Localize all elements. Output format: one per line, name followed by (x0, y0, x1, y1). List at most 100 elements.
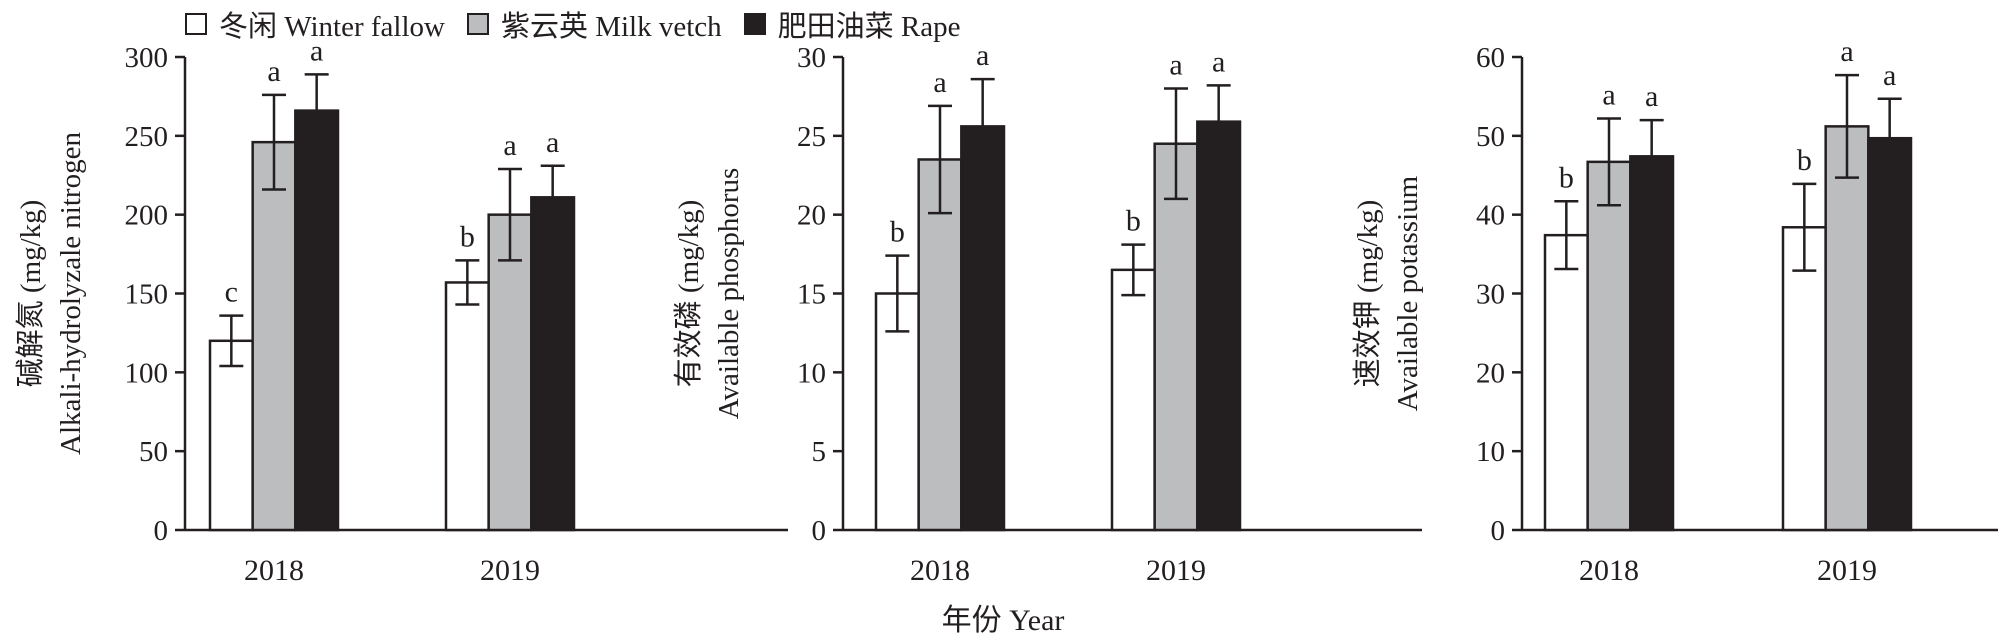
y-axis-label-zh: 有效磷 (mg/kg) (672, 200, 705, 388)
error-bar-2018-3 (304, 73, 329, 149)
y-tick-label: 200 (125, 200, 169, 232)
y-tick-label: 40 (1476, 200, 1505, 232)
y-axis-label-zh: 碱解氮 (mg/kg) (14, 200, 47, 388)
bar-2018-2 (251, 140, 297, 532)
error-bar-2019-3 (1206, 84, 1231, 160)
significance-letter-2018-3: a (1645, 80, 1658, 113)
y-tick-label: 300 (125, 42, 169, 74)
significance-letter-2018-2: a (267, 55, 280, 88)
legend: 冬闲 Winter fallow 紫云英 Milk vetch 肥田油菜 Rap… (185, 2, 983, 46)
y-tick-label: 60 (1476, 42, 1505, 74)
legend-item-winter-fallow: 冬闲 Winter fallow (185, 3, 445, 45)
bar-2019-2 (1824, 125, 1870, 532)
significance-letter-2018-1: b (1559, 161, 1574, 194)
legend-label-rape: 肥田油菜 Rape (777, 11, 961, 43)
significance-letter-2018-1: b (890, 216, 905, 249)
error-bar-2019-1 (1121, 243, 1146, 297)
significance-letter-2018-2: a (1602, 78, 1615, 111)
significance-letter-2019-1: b (1126, 205, 1141, 238)
legend-swatch-rape (743, 13, 766, 35)
x-tick-label-2018: 2018 (1579, 554, 1639, 587)
bar-2018-3 (1629, 155, 1675, 532)
y-tick-label: 25 (797, 121, 826, 153)
bar-2018-1 (208, 339, 254, 532)
significance-letter-2018-1: c (225, 276, 238, 309)
significance-letter-2019-1: b (460, 220, 475, 253)
x-tick-label-2018: 2018 (910, 554, 970, 587)
error-bar-2018-2 (928, 104, 952, 215)
error-bar-2018-2 (262, 93, 286, 191)
bar-2019-1 (1781, 226, 1827, 532)
y-tick-label: 150 (125, 279, 169, 311)
y-tick-label: 0 (1491, 515, 1506, 547)
y-axis-label-en: Available potassium (1392, 175, 1424, 411)
legend-label-milk-vetch: 紫云英 Milk vetch (500, 11, 722, 43)
y-axis-label-zh: 速效钾 (mg/kg) (1351, 200, 1384, 388)
y-tick-label: 30 (1476, 279, 1505, 311)
y-tick-label: 50 (1476, 121, 1505, 153)
y-axis-label-en: Alkali-hydrolyzale nitrogen (55, 132, 87, 455)
y-tick-label: 100 (125, 357, 169, 389)
x-tick-label-2019: 2019 (1146, 554, 1206, 587)
bar-2018-3 (294, 109, 340, 532)
error-bar-2019-3 (540, 164, 565, 231)
significance-letter-2018-3: a (310, 34, 323, 67)
significance-letter-2019-2: a (503, 129, 516, 162)
error-bar-2019-2 (498, 167, 522, 262)
bar-2019-1 (1110, 268, 1156, 532)
error-bar-2019-1 (455, 259, 480, 306)
significance-letter-2019-1: b (1797, 144, 1812, 177)
y-tick-label: 250 (125, 121, 169, 153)
legend-label-winter-fallow: 冬闲 Winter fallow (219, 11, 445, 43)
significance-letter-2019-2: a (1840, 35, 1853, 68)
y-tick-label: 0 (812, 515, 827, 547)
bar-2018-3 (960, 125, 1006, 532)
significance-letter-2019-3: a (1883, 59, 1896, 92)
y-tick-label: 10 (1476, 436, 1505, 468)
bar-2019-3 (530, 196, 576, 532)
error-bar-2018-1 (219, 314, 244, 368)
y-tick-label: 30 (797, 42, 826, 74)
y-tick-label: 5 (812, 436, 827, 468)
error-bar-2018-3 (970, 77, 995, 175)
significance-letter-2018-2: a (933, 66, 946, 99)
bar-2019-3 (1196, 120, 1242, 532)
error-bar-2019-3 (1877, 97, 1902, 179)
y-tick-label: 20 (797, 200, 826, 232)
bar-2019-1 (444, 281, 490, 532)
y-tick-label: 15 (797, 279, 826, 311)
y-axis-label-en: Available phosphorus (713, 168, 745, 420)
y-tick-label: 50 (139, 436, 168, 468)
bar-2019-2 (1153, 142, 1199, 532)
bar-2018-2 (917, 158, 963, 532)
bar-2018-2 (1586, 160, 1632, 532)
legend-swatch-winter-fallow (185, 13, 207, 35)
legend-swatch-milk-vetch (466, 13, 489, 35)
y-tick-label: 10 (797, 357, 826, 389)
x-tick-label-2018: 2018 (244, 554, 304, 587)
significance-letter-2018-3: a (976, 39, 989, 72)
x-axis-label: 年份 Year (942, 604, 1065, 637)
error-bar-2018-3 (1639, 118, 1664, 194)
error-bar-2018-1 (1554, 200, 1579, 271)
significance-letter-2019-2: a (1169, 49, 1182, 82)
x-tick-label-2019: 2019 (1817, 554, 1877, 587)
significance-letter-2019-3: a (1212, 45, 1225, 78)
error-bar-2019-1 (1792, 182, 1817, 272)
error-bar-2019-2 (1164, 87, 1188, 201)
legend-item-rape: 肥田油菜 Rape (743, 3, 961, 45)
y-tick-label: 20 (1476, 357, 1505, 389)
error-bar-2019-2 (1835, 73, 1859, 179)
bar-2019-3 (1867, 136, 1913, 532)
error-bar-2018-1 (885, 254, 910, 333)
legend-item-milk-vetch: 紫云英 Milk vetch (466, 3, 722, 45)
significance-letter-2019-3: a (546, 126, 559, 159)
error-bar-2018-2 (1597, 117, 1621, 207)
bar-2019-2 (487, 213, 533, 532)
y-tick-label: 0 (154, 515, 169, 547)
